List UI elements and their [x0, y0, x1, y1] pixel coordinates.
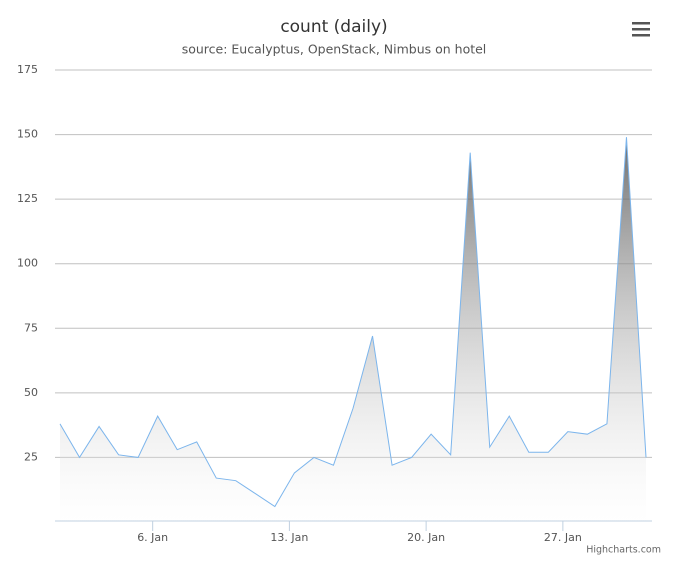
x-tick-label: 6. Jan: [137, 531, 168, 544]
y-tick-label: 100: [17, 257, 38, 270]
x-tick-label: 20. Jan: [407, 531, 445, 544]
y-tick-label: 125: [17, 192, 38, 205]
y-tick-label: 150: [17, 128, 38, 141]
area-fill: [60, 137, 646, 522]
x-tick-label: 27. Jan: [544, 531, 582, 544]
credits[interactable]: Highcharts.com: [586, 545, 661, 556]
menu-button[interactable]: [632, 22, 650, 37]
series-line: [59, 137, 647, 508]
y-tick-label: 75: [24, 321, 38, 334]
x-tick-label: 13. Jan: [270, 531, 308, 544]
y-tick-label: 175: [17, 63, 38, 76]
chart-title: count (daily): [280, 17, 387, 37]
y-tick-label: 50: [24, 386, 38, 399]
y-tick-label: 25: [24, 450, 38, 463]
chart-subtitle: source: Eucalyptus, OpenStack, Nimbus on…: [182, 42, 487, 57]
